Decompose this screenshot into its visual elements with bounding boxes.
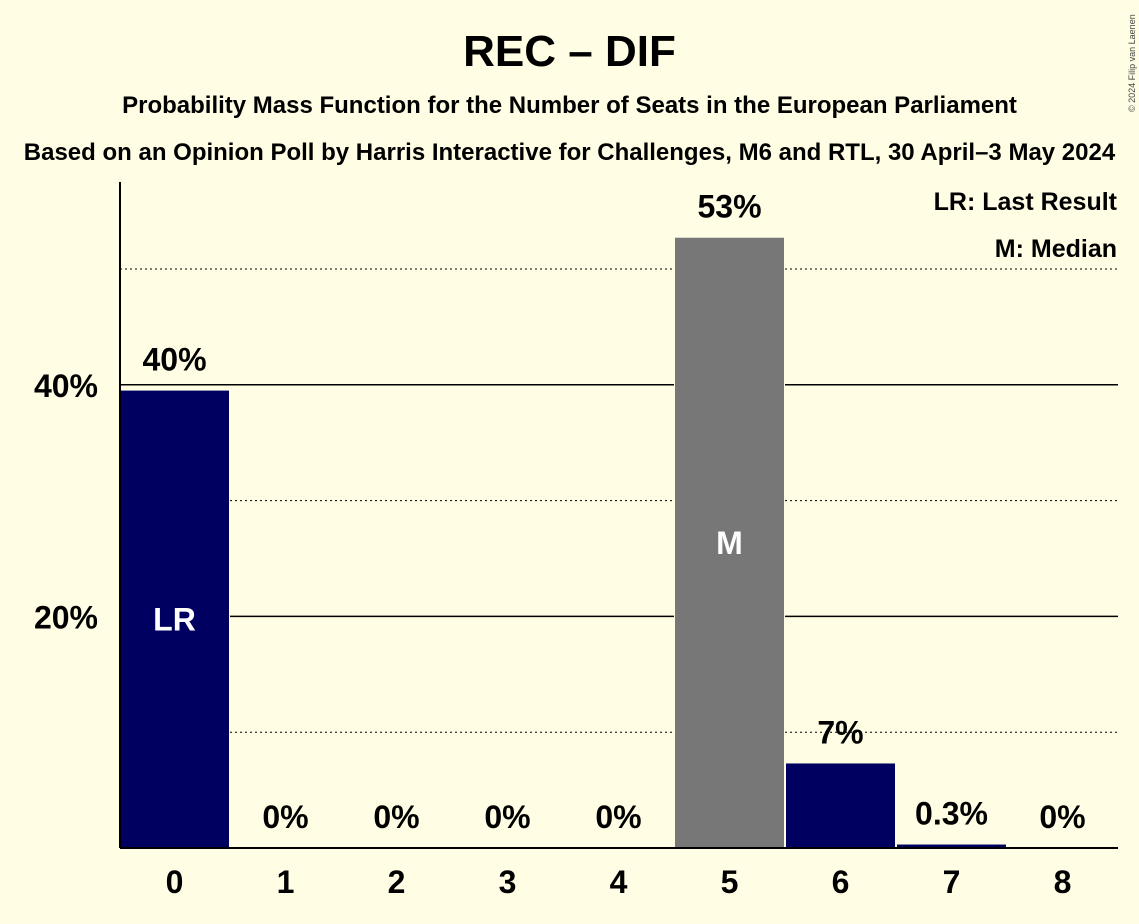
legend-last-result: LR: Last Result [934, 188, 1118, 216]
chart-subtitle: Probability Mass Function for the Number… [122, 92, 1017, 119]
gridlines [120, 268, 1118, 733]
x-tick-label: 2 [388, 864, 406, 900]
y-tick-label: 20% [34, 599, 98, 635]
chart-title: REC – DIF [463, 27, 676, 76]
legend-median: M: Median [995, 235, 1117, 263]
x-tick-label: 3 [499, 864, 517, 900]
bar [897, 844, 1006, 848]
x-tick-label: 0 [166, 864, 184, 900]
chart-source: Based on an Opinion Poll by Harris Inter… [24, 139, 1116, 166]
bar-marker-label: M [716, 525, 743, 561]
bar-value-label: 7% [817, 714, 863, 750]
bar-marker-label: LR [153, 601, 196, 637]
bar-value-label: 53% [697, 189, 761, 225]
y-tick-label: 40% [34, 368, 98, 404]
x-tick-label: 8 [1054, 864, 1072, 900]
bars [119, 233, 1007, 848]
bar-value-label: 0% [484, 799, 530, 835]
bar-value-label: 0% [373, 799, 419, 835]
bar-value-label: 40% [142, 342, 206, 378]
bar-value-label: 0% [262, 799, 308, 835]
x-tick-label: 5 [721, 864, 739, 900]
bar [120, 390, 229, 848]
bar-value-label: 0% [595, 799, 641, 835]
bar-value-label: 0.3% [915, 796, 988, 832]
bar [675, 237, 784, 848]
bar [786, 763, 895, 848]
x-tick-label: 4 [610, 864, 628, 900]
copyright-text: © 2024 Filip van Laenen [1127, 14, 1137, 112]
bar-value-label: 0% [1039, 799, 1085, 835]
x-tick-label: 1 [277, 864, 295, 900]
x-tick-label: 6 [832, 864, 850, 900]
x-tick-label: 7 [943, 864, 961, 900]
